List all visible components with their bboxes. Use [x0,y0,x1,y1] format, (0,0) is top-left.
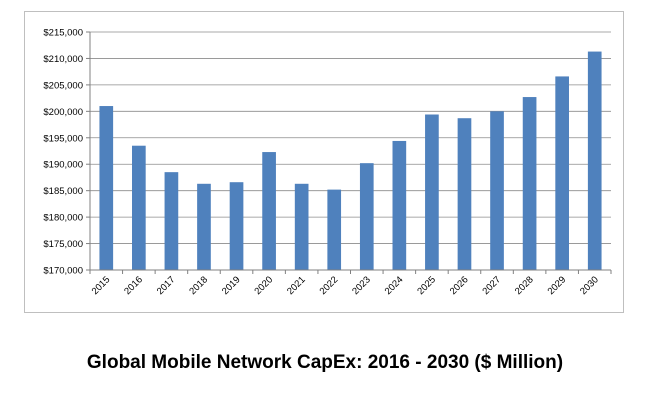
x-tick-label: 2016 [122,274,145,297]
x-tick-label: 2028 [513,274,536,297]
x-tick-label: 2015 [90,274,113,297]
y-tick-label: $205,000 [43,80,83,91]
chart-frame: $170,000 $175,000 $180,000 $185,000 $190,000… [24,11,624,313]
x-tick-label: 2023 [350,274,373,297]
y-tick-label: $190,000 [43,160,83,171]
y-tick-label: $175,000 [43,239,83,250]
x-tick-label: 2027 [480,274,503,297]
y-tick-label: $215,000 [43,28,83,39]
bar-chart: $170,000 $175,000 $180,000 $185,000 $190,000… [43,28,612,297]
axes [86,31,612,274]
x-tick-label: 2017 [155,274,178,297]
x-tick-label: 2018 [187,274,210,297]
bar-2028 [522,97,537,270]
x-tick-labels: 2015 2016 2017 2018 2019 2020 2021 2022 2023 2024… [90,274,601,297]
y-tick-label: $210,000 [43,54,83,65]
bar-2017 [164,172,179,270]
y-tick-label: $195,000 [43,133,83,144]
bar-2026 [457,118,472,270]
bar-2023 [359,163,374,270]
bar-2018 [197,183,211,270]
x-tick-label: 2019 [220,274,243,297]
chart-title: Global Mobile Network CapEx: 2016 - 2030… [86,352,564,373]
x-tick-label: 2026 [448,274,471,297]
y-tick-labels: $170,000 $175,000 $180,000 $185,000 $190,000… [43,28,83,277]
y-tick-label: $200,000 [43,107,83,118]
bar-2024 [392,140,407,270]
x-tick-label: 2022 [318,274,341,297]
x-tick-label: 2025 [415,274,438,297]
x-tick-label: 2024 [383,274,406,297]
bar-2030 [587,51,602,270]
x-tick-label: 2020 [252,274,275,297]
bar-2029 [555,76,569,270]
bar-2027 [490,111,504,270]
bars [99,51,602,271]
bar-2025 [425,114,439,270]
x-tick-label: 2030 [578,274,601,297]
bar-2019 [229,182,244,270]
bar-2015 [99,106,114,271]
bar-2022 [327,189,342,270]
bar-2016 [132,145,146,270]
y-tick-label: $180,000 [43,213,83,224]
y-tick-label: $170,000 [43,266,83,277]
y-tick-label: $185,000 [43,186,83,197]
x-tick-label: 2021 [285,274,308,297]
bar-2021 [294,183,309,270]
x-tick-label: 2029 [546,274,569,297]
bar-2020 [262,152,276,270]
